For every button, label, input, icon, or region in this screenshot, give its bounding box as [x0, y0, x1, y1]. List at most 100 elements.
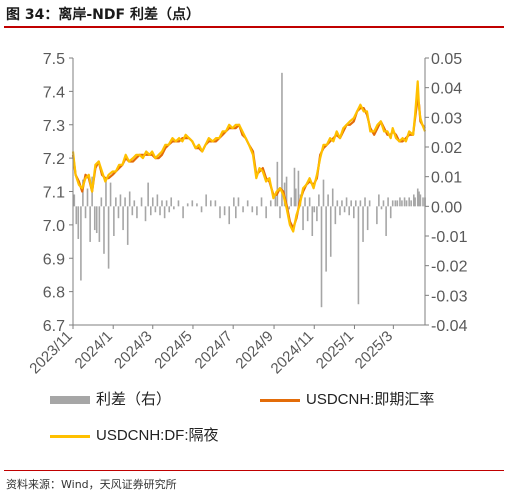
spread-bar: [401, 200, 403, 207]
spread-bar: [124, 197, 126, 207]
spread-bar: [251, 206, 254, 213]
ndf-overnight-line: [71, 80, 427, 233]
right-tick-label: 0.03: [431, 110, 462, 127]
spread-bar: [345, 197, 348, 207]
left-tick-label: 7.5: [43, 51, 65, 68]
spread-bar: [274, 194, 277, 207]
spread-bar: [163, 206, 166, 219]
left-tick-label: 6.8: [43, 285, 65, 302]
title-divider: [4, 26, 504, 28]
spread-bar: [364, 197, 366, 207]
spread-bar: [391, 200, 394, 207]
spread-bar: [410, 200, 412, 207]
x-tick-label: 2024/11: [268, 328, 318, 378]
spread-bar: [173, 206, 175, 210]
spread-bar: [281, 72, 283, 207]
spread-bar: [322, 179, 325, 207]
spread-bar: [86, 188, 89, 207]
spread-bar: [382, 200, 385, 207]
right-tick-label: -0.02: [431, 259, 468, 276]
spread-bar: [325, 206, 327, 272]
spread-bar: [376, 206, 378, 225]
chart-title: 图 34：离岸-NDF 利差（点）: [6, 7, 200, 23]
spread-bar: [357, 206, 360, 305]
spread-bar: [77, 206, 80, 239]
spread-bar: [336, 200, 339, 207]
spread-bar: [403, 197, 406, 207]
spread-bar: [348, 206, 350, 216]
spread-bar: [329, 206, 332, 257]
spread-bar: [378, 194, 380, 207]
spread-bar: [380, 206, 383, 210]
spread-bar: [144, 206, 147, 222]
spread-bar: [156, 194, 159, 207]
x-tick-label: 2023/11: [26, 328, 76, 378]
spread-bar: [168, 206, 171, 213]
spread-bar: [285, 176, 288, 207]
spread-bar: [389, 206, 392, 219]
spread-bar: [422, 197, 424, 207]
spread-bar: [75, 206, 78, 225]
spread-bar: [159, 206, 161, 216]
spread-bar: [242, 206, 244, 213]
spread-bar: [219, 206, 221, 219]
spread-bar: [412, 194, 415, 207]
legend-ndf-label: USDCNH:DF:隔夜: [96, 427, 219, 444]
spread-bar: [276, 161, 279, 207]
legend-spot-label: USDCNH:即期汇率: [306, 391, 435, 408]
spread-bar: [117, 206, 120, 219]
spread-bar: [177, 200, 180, 207]
spread-bar: [128, 191, 131, 207]
spread-bar: [147, 182, 149, 207]
spread-bar: [228, 206, 231, 225]
left-tick-label: 7.2: [43, 151, 65, 168]
spread-bar: [122, 206, 124, 231]
spread-bar: [297, 170, 300, 207]
x-tick-label: 2025/1: [313, 328, 357, 372]
left-tick-label: 7.4: [43, 84, 65, 101]
right-tick-label: -0.03: [431, 288, 468, 305]
spread-bar: [115, 197, 117, 207]
spread-bar: [418, 191, 420, 207]
spread-bar: [235, 206, 237, 219]
right-tick-label: 0.04: [431, 81, 462, 98]
spread-bar: [196, 203, 198, 207]
spread-bar: [100, 197, 103, 207]
spread-bar: [151, 197, 154, 207]
legend-spot-swatch: [260, 398, 300, 402]
spread-bar: [103, 206, 105, 254]
spread-bar: [149, 206, 152, 216]
spread-bar: [302, 206, 304, 231]
spread-bar: [82, 179, 84, 207]
spread-bar: [165, 200, 168, 207]
spread-bar: [308, 197, 311, 207]
spot-line-layer: [71, 97, 426, 230]
spread-bars: [73, 72, 426, 308]
spread-bar: [318, 194, 320, 207]
spread-bar: [269, 200, 272, 207]
spread-bar: [209, 200, 212, 207]
spread-bar: [304, 197, 306, 207]
left-tick-label: 7.1: [43, 185, 65, 202]
spread-bar: [295, 188, 297, 207]
spread-bar: [260, 197, 263, 207]
spread-bar: [279, 206, 281, 219]
spread-bar: [313, 206, 316, 213]
legend-spread: 利差（右）: [50, 388, 171, 409]
legend-spot: USDCNH:即期汇率: [260, 388, 434, 409]
spread-bar: [311, 206, 314, 236]
spread-bar: [113, 206, 115, 236]
legend-ndf-swatch: [50, 434, 90, 438]
spread-bar: [131, 206, 134, 216]
spread-bar: [126, 206, 129, 245]
spread-bar: [223, 206, 226, 216]
axes-layer: 6.7 6.8 6.9 7.0 7.1 7.2 7.3 7.4 7.5 -0.04 -0.03 -0.…: [26, 51, 467, 377]
chart-plot: 6.7 6.8 6.9 7.0 7.1 7.2 7.3 7.4 7.5 -0.04 -0.03 -0.…: [26, 51, 467, 377]
spread-bar: [105, 179, 107, 207]
spread-bar: [354, 200, 357, 207]
spread-bar: [73, 194, 76, 207]
spread-bar: [306, 206, 309, 222]
spread-bar: [362, 206, 364, 242]
spread-bar: [385, 206, 387, 236]
spread-bar: [205, 194, 207, 207]
